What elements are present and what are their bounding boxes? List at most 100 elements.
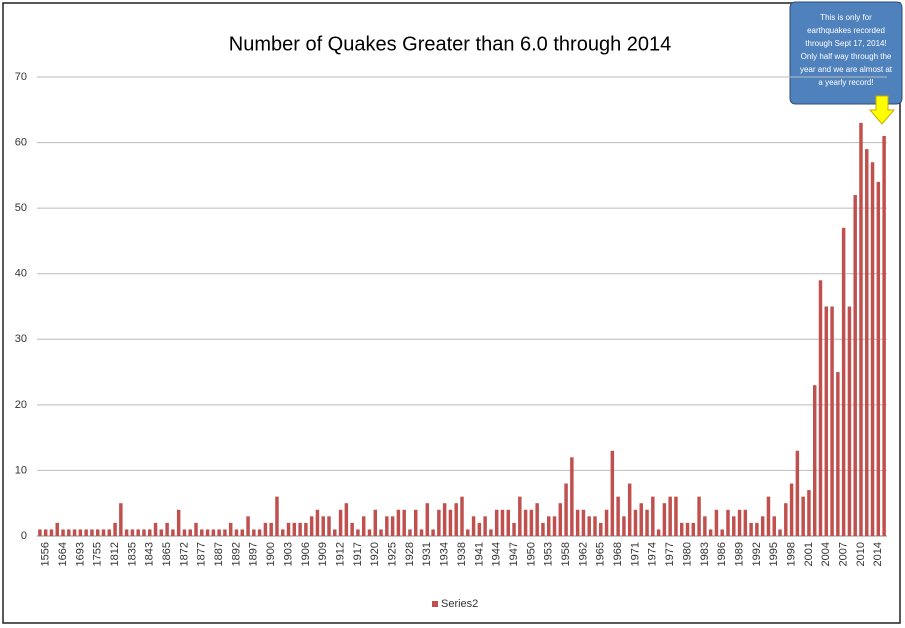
bar	[95, 529, 100, 536]
x-tick-label: 1941	[473, 542, 485, 566]
bar	[448, 509, 453, 536]
bar	[142, 529, 146, 536]
legend-label: Series2	[441, 598, 478, 610]
y-tick-label: 40	[15, 268, 27, 280]
bar	[269, 522, 273, 536]
bar	[379, 529, 383, 536]
bar	[529, 509, 534, 536]
x-tick-label: 2004	[820, 542, 832, 566]
x-tick-label: 1962	[577, 542, 589, 566]
bar	[136, 529, 140, 536]
x-tick-label: 1977	[664, 542, 676, 566]
x-tick-label: 1693	[74, 542, 86, 566]
bar	[581, 509, 586, 536]
x-tick-label: 1877	[196, 542, 208, 566]
x-tick-label: 1892	[230, 542, 242, 566]
bar	[124, 529, 129, 536]
bar	[570, 457, 574, 536]
x-tick-label: 1887	[213, 542, 225, 566]
bar	[789, 483, 794, 536]
x-tick-label: 1986	[716, 542, 728, 566]
bar	[622, 516, 626, 536]
x-tick-label: 1995	[768, 542, 780, 566]
bar	[466, 529, 470, 536]
bar	[431, 529, 435, 536]
bar	[309, 516, 314, 536]
bar	[720, 529, 724, 536]
bar	[188, 529, 192, 536]
bar	[460, 496, 464, 536]
bar	[674, 496, 678, 536]
bar	[228, 522, 233, 536]
x-tick-label: 1965	[595, 542, 607, 566]
x-tick-label: 1556	[40, 542, 52, 566]
bar	[257, 529, 262, 536]
bar	[656, 529, 661, 536]
bar	[356, 529, 360, 536]
bar	[778, 529, 782, 536]
bar	[859, 122, 863, 537]
bar	[182, 529, 187, 536]
bar	[494, 509, 499, 536]
callout-text: This is only for	[820, 13, 872, 22]
bar	[396, 509, 401, 536]
bar	[130, 529, 135, 536]
bar	[414, 509, 418, 536]
bar	[84, 529, 88, 536]
x-tick-label: 1971	[629, 542, 641, 566]
callout-text: year and we are almost at	[800, 65, 893, 74]
x-tick-label: 1998	[785, 542, 797, 566]
bar	[518, 496, 522, 536]
bar	[755, 522, 759, 536]
bar	[240, 529, 245, 536]
bar	[818, 280, 823, 536]
bar	[489, 529, 493, 536]
x-tick-label: 1938	[456, 542, 468, 566]
bar	[107, 529, 112, 536]
bar	[651, 496, 655, 536]
x-tick-label: 1920	[369, 542, 381, 566]
x-tick-label: 1950	[525, 542, 537, 566]
bar	[732, 516, 736, 536]
x-tick-label: 1865	[161, 542, 173, 566]
bar	[760, 516, 765, 536]
x-tick-label: 1992	[751, 542, 763, 566]
x-tick-label: 1906	[300, 542, 312, 566]
bar	[211, 529, 216, 536]
bar	[281, 529, 285, 536]
bar	[205, 529, 210, 536]
x-tick-label: 1843	[144, 542, 156, 566]
x-tick-label: 1812	[109, 542, 121, 566]
bar	[587, 516, 591, 536]
bar	[772, 516, 776, 536]
x-tick-label: 1958	[560, 542, 572, 566]
bar	[627, 483, 632, 536]
bar	[454, 503, 458, 536]
bar	[633, 509, 638, 536]
bar	[801, 496, 805, 536]
bar	[558, 503, 563, 536]
bar	[402, 509, 406, 536]
bar	[830, 306, 834, 536]
bar	[743, 509, 748, 536]
bar	[836, 372, 840, 536]
bar	[662, 503, 667, 536]
bar	[703, 516, 707, 536]
x-tick-label: 1755	[92, 542, 104, 566]
bar	[535, 503, 539, 536]
y-tick-label: 60	[15, 136, 27, 148]
bar	[234, 529, 239, 536]
bar	[471, 516, 476, 536]
bar	[55, 522, 59, 536]
callout-text: Only half way through the	[801, 52, 892, 61]
x-tick-label: 1989	[733, 542, 745, 566]
x-tick-label: 1931	[421, 542, 433, 566]
bar	[304, 522, 308, 536]
bar	[668, 496, 672, 536]
bar	[575, 509, 580, 536]
bar	[807, 490, 811, 536]
bar	[49, 529, 54, 536]
x-tick-label: 2010	[855, 542, 867, 566]
x-tick-label: 1944	[491, 542, 503, 566]
